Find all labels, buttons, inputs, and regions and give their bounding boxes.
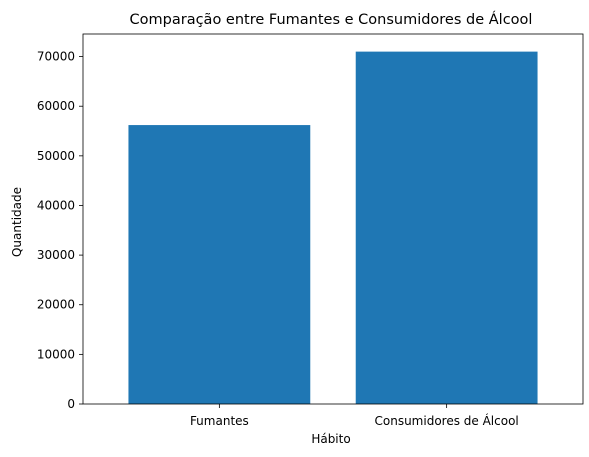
y-tick-label-6: 60000 (37, 99, 75, 113)
plot-frame (82, 33, 584, 405)
x-axis-label: Hábito (311, 432, 350, 446)
y-axis-label: Quantidade (10, 187, 24, 257)
x-tick-label-1: Consumidores de Álcool (375, 413, 519, 428)
bar-0 (128, 125, 311, 404)
y-tick-label-5: 50000 (37, 149, 75, 163)
y-tick-label-3: 30000 (37, 248, 75, 262)
y-tick-label-0: 0 (67, 397, 75, 411)
chart-title: Comparação entre Fumantes e Consumidores… (130, 11, 533, 28)
x-tick-label-0: Fumantes (190, 414, 249, 428)
y-tick-label-7: 70000 (37, 50, 75, 64)
y-axis-ticks: 0 10000 20000 30000 40000 50000 60000 70000 (37, 50, 83, 411)
y-tick-label-2: 20000 (37, 298, 75, 312)
x-axis-ticks: Fumantes Consumidores de Álcool (190, 404, 519, 428)
bars-group (128, 51, 538, 404)
y-tick-label-4: 40000 (37, 198, 75, 212)
y-tick-label-1: 10000 (37, 347, 75, 361)
bar-1 (355, 51, 538, 404)
